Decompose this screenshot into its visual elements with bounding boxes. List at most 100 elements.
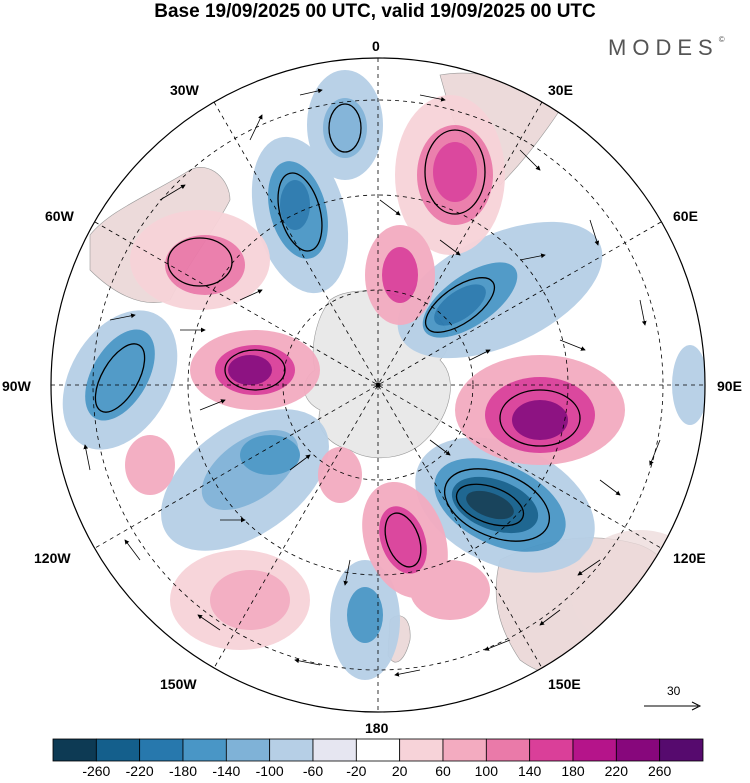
colorbar-swatch [485,738,531,762]
colorbar-tick-label: -60 [302,763,324,779]
anomaly-low [85,329,155,421]
anomaly-high [318,447,362,503]
wind-vector [343,559,351,586]
lon-label-60e: 60E [673,208,698,224]
wind-vector [519,149,541,171]
colorbar-tick-label: 60 [435,763,451,779]
negative-anomalies [62,70,705,680]
wind-vector [299,88,323,96]
anomaly-low [466,490,514,520]
colorbar-swatch [572,738,617,762]
lon-label-120e: 120E [673,550,706,566]
wind-vector [639,299,647,326]
lon-label-150w: 150W [160,676,197,692]
wind-vector [239,289,263,301]
anomaly-high [165,235,245,295]
colorbar-tick-label: -140 [212,763,241,779]
anomaly-low [347,587,383,643]
wind-vector [469,349,491,361]
wind-vector [484,639,511,651]
wind-vector [419,94,446,102]
vector-scale-arrow [644,701,702,711]
wind-vector [519,253,546,261]
anomaly-high [210,570,290,630]
lon-label-30e: 30E [548,82,573,98]
colorbar-swatch [312,738,357,762]
colorbar-swatch [182,738,227,762]
lon-label-90e: 90E [717,378,742,394]
anomaly-high [433,142,477,202]
anomaly-high [570,530,705,650]
anomaly-high [382,247,418,303]
vector-scale-value: 30 [667,684,681,698]
wind-vector [599,479,621,496]
lon-label-120w: 120W [34,550,71,566]
colorbar-swatch [529,738,574,762]
wind-vector [394,669,421,677]
colorbar-swatch [659,738,704,762]
wind-vector [124,539,141,561]
colorbar-tick-label: 220 [604,763,629,779]
wind-vector [83,444,91,471]
colorbar-swatch [355,738,401,762]
anomaly-high [228,355,272,385]
lon-label-60w: 60W [45,208,74,224]
wind-vector [379,199,401,216]
wind-vector [199,399,226,411]
brand-logo: MODES© [608,35,725,61]
colorbar-tick-label: 260 [647,763,672,779]
anomaly-low [280,180,310,230]
anomaly-low [240,435,300,475]
wind-vector [197,614,221,631]
anomaly-high [512,400,568,440]
colorbar-swatch [615,738,661,762]
anomaly-high [379,506,427,574]
colorbar-swatch [225,738,271,762]
colorbar-tick-label: 100 [474,763,499,779]
map-boundary [50,57,706,713]
colorbar-swatch [52,738,97,762]
wind-vector [439,239,461,256]
colorbar-swatch [95,738,141,762]
lon-label-90w: 90W [2,378,31,394]
colorbar-tick-label: 180 [561,763,585,779]
pole-marker [375,382,381,388]
colorbar-tick-label: -220 [125,763,154,779]
lon-label-0: 0 [372,38,380,54]
colorbar-swatch [269,738,314,762]
wind-vector [289,454,311,471]
wind-vector [559,339,586,351]
anomaly-low [434,284,486,326]
anomaly-low [672,345,705,425]
lon-label-180: 180 [365,720,389,736]
colorbar-swatch [442,738,487,762]
wind-vector [429,439,451,456]
colorbar-tick-label: -180 [168,763,198,779]
colorbar-tick-label: 140 [517,763,542,779]
wind-vector [109,313,136,321]
lon-label-30w: 30W [170,82,199,98]
colorbar-swatch [399,738,444,762]
brand-mark: © [718,35,725,44]
wind-vector [577,559,601,576]
anomaly-low [323,98,367,158]
graticule [51,58,705,712]
colorbar-tick-label: 20 [391,763,408,779]
wind-vector [294,658,321,666]
wind-vector [589,219,600,246]
wind-vector [249,114,263,141]
colorbar-swatch [139,738,184,762]
colorbar-tick-label: -100 [255,763,284,779]
wind-vector [539,609,561,626]
colorbar-tick-label: -260 [82,763,111,779]
anomaly-high [410,560,490,620]
wind-vector [159,184,186,201]
contour-lines [94,103,581,568]
colorbar-tick-label: -20 [346,763,367,779]
wind-vectors [83,88,661,677]
anomaly-high [125,435,175,495]
colorbar [52,738,704,762]
brand-name: MODES [608,35,719,60]
lon-label-150e: 150E [548,676,581,692]
